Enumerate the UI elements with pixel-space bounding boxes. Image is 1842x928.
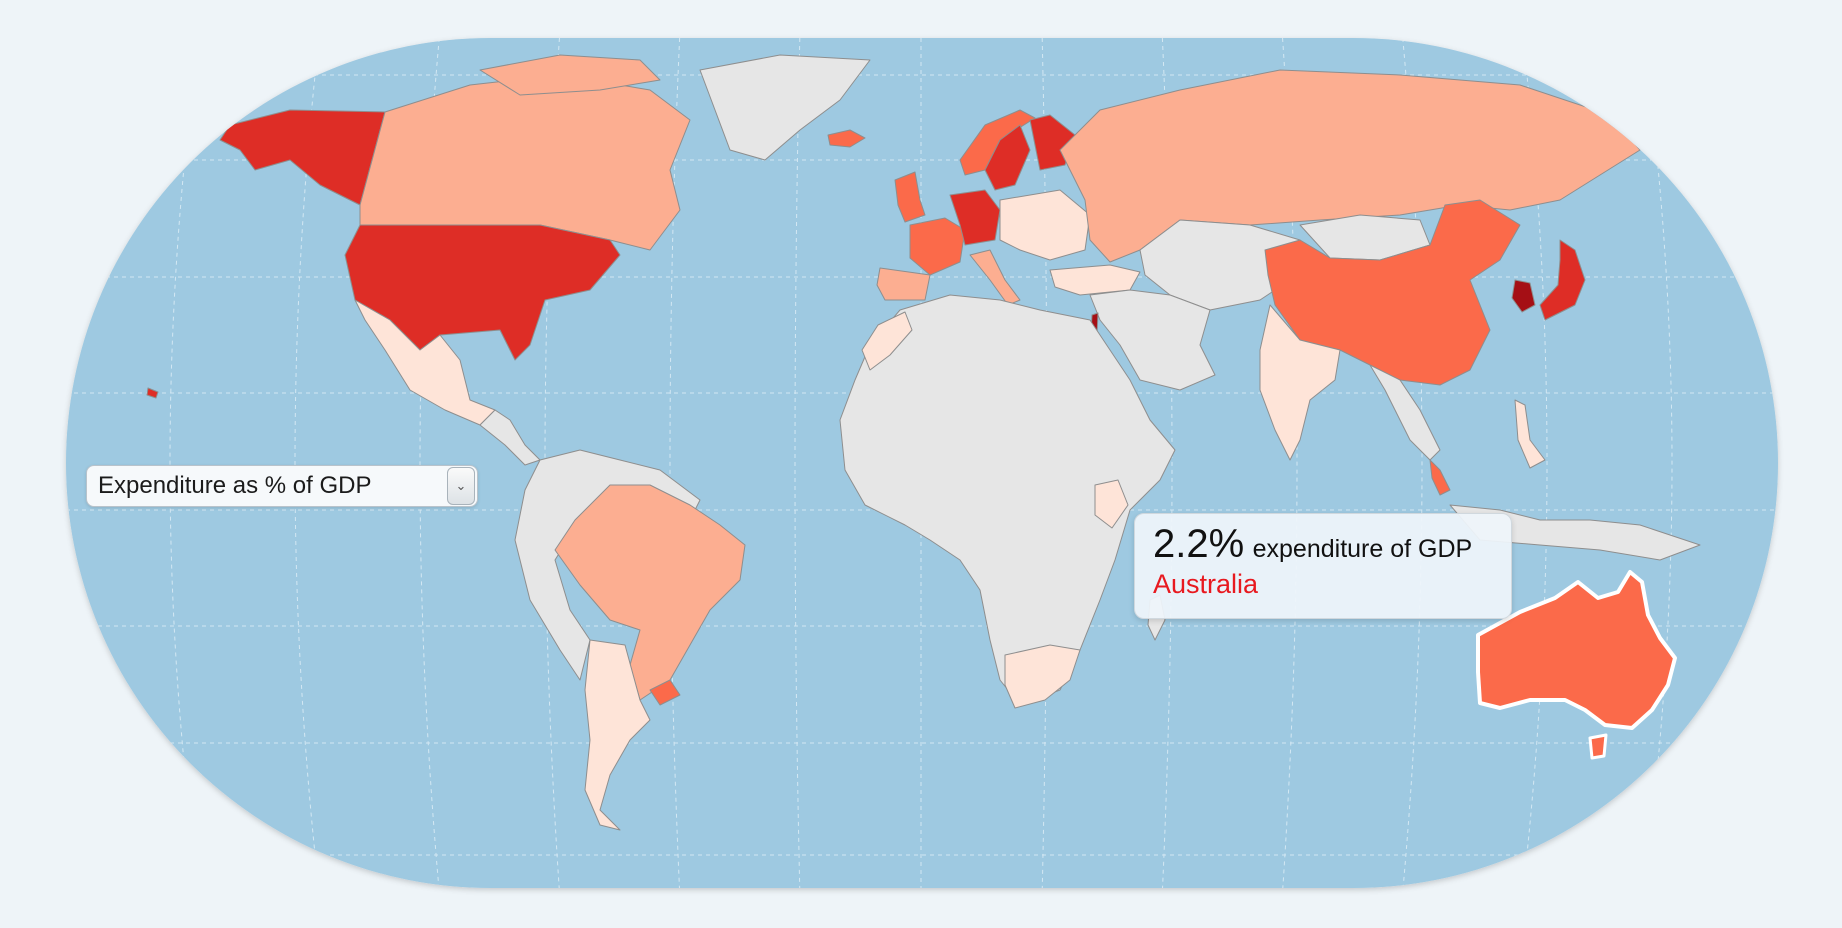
country-kenya[interactable]: [1094, 479, 1129, 529]
country-sweden[interactable]: [984, 124, 1031, 191]
tooltip-value-line: 2.2% expenditure of GDP: [1153, 522, 1493, 567]
indonesia[interactable]: [1449, 504, 1701, 561]
canada-arctic-islands[interactable]: [479, 54, 661, 96]
country-philippines[interactable]: [1514, 399, 1546, 469]
country-morocco[interactable]: [861, 311, 913, 371]
country-france[interactable]: [909, 217, 966, 276]
metric-dropdown-label: Expenditure as % of GDP: [98, 472, 372, 499]
country-uruguay[interactable]: [649, 679, 681, 706]
new-zealand[interactable]: [1731, 649, 1756, 691]
country-japan[interactable]: [1539, 239, 1586, 321]
country-australia[interactable]: [1476, 570, 1677, 730]
country-italy[interactable]: [969, 249, 1021, 306]
country-tasmania[interactable]: [1588, 733, 1608, 760]
country-tooltip: 2.2% expenditure of GDP Australia: [1134, 513, 1512, 619]
middle-east[interactable]: [1089, 289, 1216, 391]
tooltip-value: 2.2%: [1153, 522, 1245, 566]
country-south-korea[interactable]: [1511, 279, 1536, 313]
country-alaska[interactable]: [219, 109, 386, 206]
country-argentina[interactable]: [584, 639, 651, 831]
country-malaysia[interactable]: [1429, 459, 1451, 496]
country-iceland[interactable]: [827, 129, 866, 148]
eastern-europe[interactable]: [999, 189, 1091, 261]
chevron-down-icon[interactable]: ⌄: [447, 467, 475, 505]
country-spain[interactable]: [876, 267, 931, 301]
country-south-africa[interactable]: [1004, 644, 1081, 709]
country-india[interactable]: [1259, 304, 1341, 461]
country-brazil[interactable]: [554, 484, 746, 701]
greenland[interactable]: [699, 54, 871, 161]
tooltip-unit: expenditure of GDP: [1252, 535, 1473, 563]
country-germany[interactable]: [949, 189, 1001, 246]
central-america[interactable]: [479, 409, 541, 466]
country-russia[interactable]: [1059, 69, 1641, 263]
metric-dropdown[interactable]: Expenditure as % of GDP ⌄: [86, 465, 478, 507]
country-hawaii[interactable]: [146, 387, 159, 399]
country-uk[interactable]: [894, 171, 926, 223]
tooltip-country: Australia: [1153, 569, 1259, 599]
